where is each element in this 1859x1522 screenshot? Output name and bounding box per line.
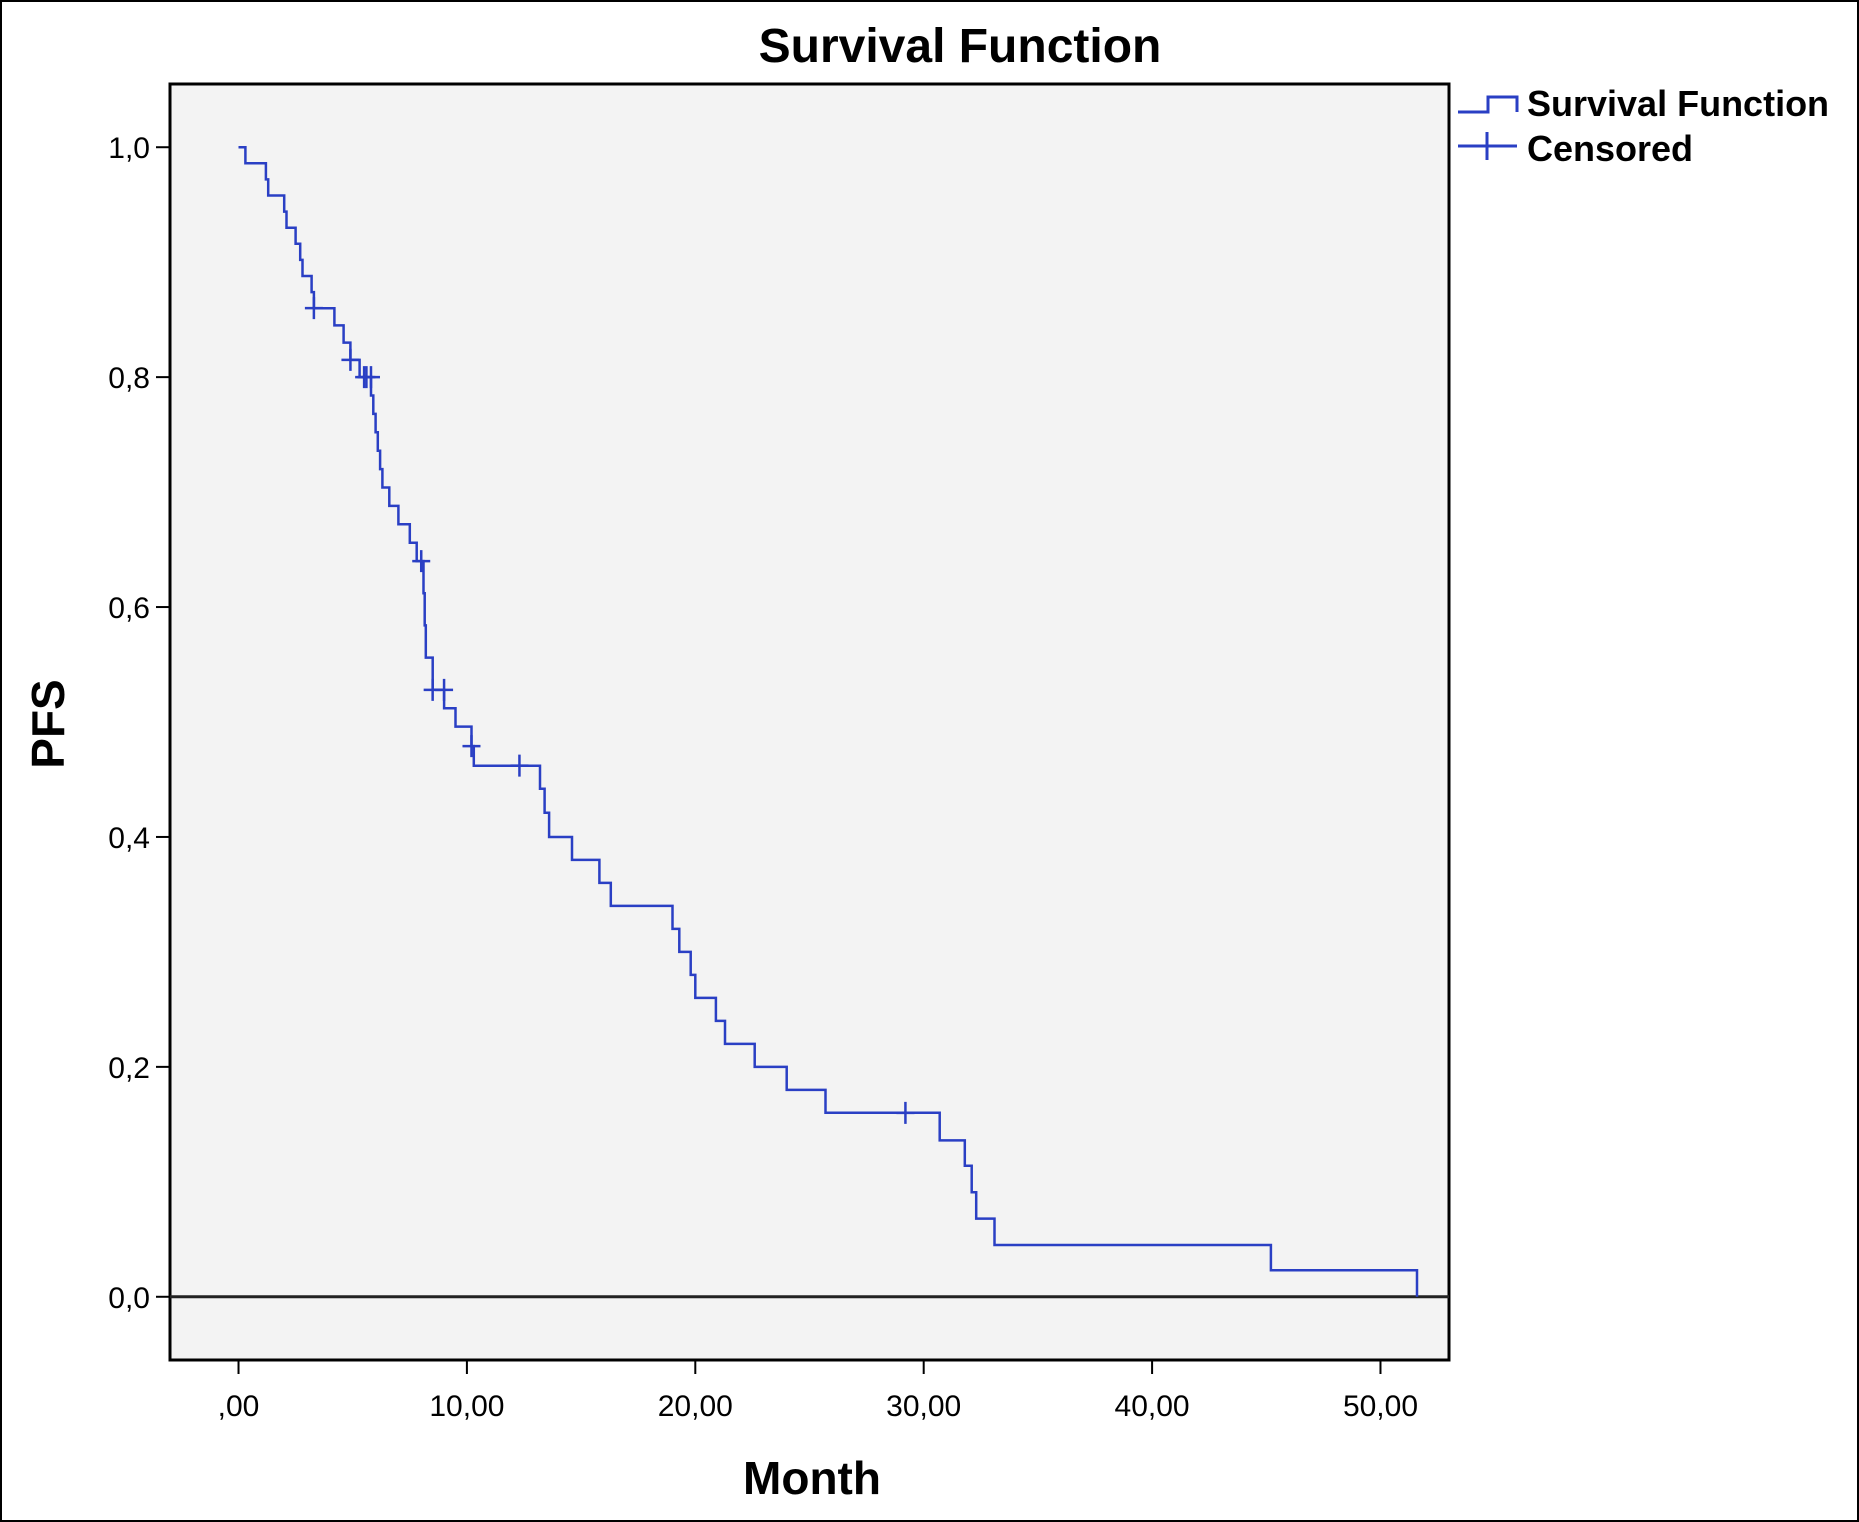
- x-tick-label-4: 40,00: [1115, 1390, 1190, 1423]
- legend-survival-function: Survival Function: [1527, 83, 1829, 124]
- legend-censored: Censored: [1527, 128, 1693, 169]
- x-tick-label-2: 20,00: [658, 1390, 733, 1423]
- y-axis: 0,0 0,2 0,4 0,6 0,8 1,0: [108, 132, 170, 1315]
- censored-cross-icon: [1458, 132, 1517, 160]
- censored-mark-0: [304, 297, 323, 320]
- censored-mark-9: [510, 754, 529, 777]
- censored-mark-4: [361, 366, 380, 389]
- y-tick-label-4: 0,8: [108, 362, 150, 395]
- legend: Survival Function Censored: [1458, 83, 1829, 169]
- y-tick-label-1: 0,2: [108, 1052, 150, 1085]
- x-tick-label-3: 30,00: [886, 1390, 961, 1423]
- survival-function-line: [238, 145, 1419, 1297]
- censored-mark-5: [412, 550, 431, 573]
- chart-title: Survival Function: [759, 20, 1162, 73]
- y-tick-label-3: 0,6: [108, 592, 150, 625]
- y-tick-label-0: 0,0: [108, 1282, 150, 1315]
- step-line-icon: [1458, 95, 1519, 114]
- censored-mark-7: [435, 678, 454, 701]
- x-tick-label-5: 50,00: [1343, 1390, 1418, 1423]
- x-tick-label-1: 10,00: [429, 1390, 504, 1423]
- x-axis-title: Month: [743, 1452, 881, 1504]
- censored-mark-1: [341, 348, 360, 371]
- x-axis: ,00 10,00 20,00 30,00 40,00 50,00: [218, 1360, 1418, 1423]
- x-tick-label-0: ,00: [218, 1390, 260, 1423]
- censored-mark-8: [462, 735, 481, 758]
- censored-mark-10: [896, 1101, 915, 1124]
- censored-markers: [304, 297, 915, 1124]
- y-tick-label-2: 0,4: [108, 822, 150, 855]
- plot-area: [168, 82, 1451, 1362]
- y-tick-label-5: 1,0: [108, 132, 150, 165]
- y-axis-title: PFS: [22, 679, 74, 768]
